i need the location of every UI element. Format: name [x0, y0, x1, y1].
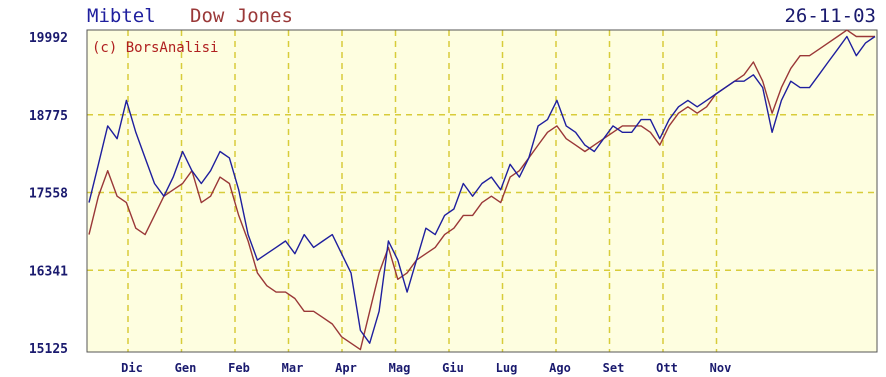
grid-lines: [87, 30, 877, 352]
series-line-mibtel: [88, 35, 876, 344]
x-tick-label: Lug: [496, 361, 518, 375]
chart-date: 26-11-03: [784, 5, 876, 27]
copyright-label: (c) BorsAnalisi: [92, 40, 218, 56]
plot-background: [87, 30, 877, 352]
x-tick-label: Ott: [656, 361, 678, 375]
x-tick-label: Ago: [549, 361, 571, 375]
plot-frame: [86, 29, 878, 353]
legend-dowjones: Dow Jones: [190, 5, 293, 27]
x-tick-label: Mag: [389, 361, 411, 375]
x-tick-label: Giu: [442, 361, 464, 375]
y-tick-labels: 15125 16341 17558 18775 19992: [29, 31, 68, 357]
legend-mibtel: Mibtel: [87, 5, 156, 27]
x-tick-label: Apr: [335, 361, 357, 375]
x-tick-label: Dic: [121, 361, 143, 375]
series-lines: [88, 29, 876, 351]
y-tick-label: 15125: [29, 342, 68, 357]
y-tick-label: 18775: [29, 109, 68, 124]
x-tick-labels: Dic Gen Feb Mar Apr Mag Giu Lug Ago Set Ott Nov: [121, 361, 731, 375]
y-tick-label: 16341: [29, 264, 68, 279]
x-tick-label: Nov: [710, 361, 732, 375]
series-line-dowjones: [88, 29, 875, 351]
x-tick-label: Feb: [228, 361, 250, 375]
x-tick-label: Gen: [175, 361, 197, 375]
y-tick-label: 19992: [29, 31, 68, 46]
x-tick-label: Mar: [282, 361, 304, 375]
x-tick-label: Set: [603, 361, 625, 375]
y-tick-label: 17558: [29, 187, 68, 202]
